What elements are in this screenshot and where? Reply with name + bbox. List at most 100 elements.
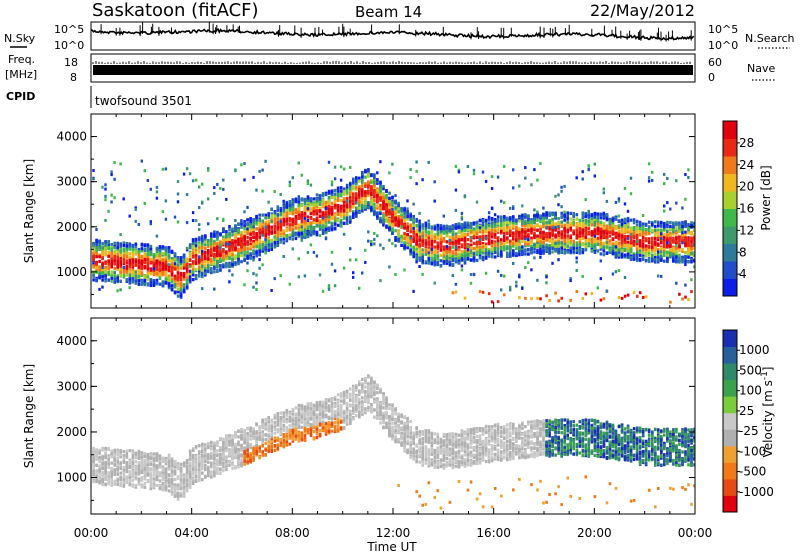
power-cell — [487, 229, 491, 233]
power-cell — [427, 223, 431, 227]
power-cell — [424, 227, 428, 231]
power-cell — [539, 224, 542, 228]
power-cell — [506, 226, 509, 230]
power-cell — [291, 202, 295, 206]
power-cell — [98, 271, 101, 275]
power-cell — [158, 261, 162, 265]
power-cell — [358, 179, 361, 183]
power-cell — [400, 225, 403, 229]
power-cell — [418, 211, 421, 215]
power-cell — [345, 210, 349, 214]
power-cell — [122, 254, 126, 258]
power-cell — [255, 234, 258, 239]
power-cell — [557, 239, 560, 243]
power-cell — [179, 276, 183, 280]
power-cell — [385, 219, 388, 223]
power-cell — [167, 282, 171, 286]
power-cell — [321, 216, 325, 220]
freq-band — [93, 65, 693, 75]
power-cell — [164, 167, 168, 171]
power-cell — [466, 248, 470, 252]
power-cell — [161, 167, 165, 171]
power-cell — [255, 231, 258, 236]
power-cell — [104, 218, 107, 222]
power-cell — [315, 218, 319, 222]
power-cell — [300, 235, 304, 239]
power-cell — [330, 193, 334, 197]
power-cell — [270, 220, 273, 224]
power-cell — [312, 201, 316, 205]
power-cell — [204, 238, 207, 242]
power-cell — [418, 235, 421, 239]
power-cell — [330, 180, 334, 184]
power-cell — [104, 194, 107, 198]
power-cell — [128, 277, 131, 281]
power-cell — [240, 239, 243, 243]
power-cell — [439, 259, 443, 263]
power-cell — [361, 175, 364, 179]
power-cell — [276, 213, 279, 217]
power-cell — [282, 199, 285, 203]
power-cell — [279, 233, 283, 237]
power-cell — [297, 213, 301, 217]
power-cell — [134, 208, 137, 211]
power-cell — [237, 254, 240, 258]
power-cell — [533, 228, 536, 232]
power-cell — [270, 227, 273, 232]
power-cell — [333, 220, 337, 224]
power-cell — [575, 260, 578, 264]
power-cell — [388, 207, 391, 211]
power-cell — [460, 250, 464, 254]
power-cell — [457, 256, 461, 260]
power-cell — [252, 250, 255, 254]
power-cell — [521, 224, 524, 228]
power-cell — [466, 249, 470, 253]
power-cell — [530, 218, 533, 222]
power-cell — [509, 251, 512, 255]
power-cell — [258, 249, 261, 253]
power-cell — [545, 221, 548, 225]
power-cell — [285, 205, 289, 209]
power-cell — [412, 219, 415, 222]
power-cell — [336, 212, 340, 216]
power-cell — [282, 241, 286, 245]
power-cell — [252, 242, 255, 246]
power-cell — [237, 222, 240, 226]
power-cell — [134, 249, 138, 254]
power-cell — [457, 168, 461, 172]
power-cell — [415, 254, 418, 258]
power-cell — [155, 190, 159, 194]
power-cell — [478, 226, 482, 230]
power-cell — [364, 184, 367, 188]
power-cell — [92, 257, 95, 262]
power-cell — [376, 171, 379, 175]
power-cell — [391, 220, 394, 224]
power-cell — [490, 232, 494, 236]
power-cell — [119, 249, 122, 253]
power-cell — [445, 227, 449, 231]
power-cell — [110, 279, 113, 283]
power-cell — [204, 260, 207, 264]
power-cell — [119, 242, 122, 246]
power-cell — [358, 176, 361, 180]
power-cell — [509, 245, 512, 249]
power-cell — [403, 219, 406, 223]
power-cell — [575, 176, 578, 180]
power-cell — [560, 224, 563, 229]
power-cell — [146, 254, 150, 258]
power-cell — [394, 229, 397, 233]
power-cell — [194, 237, 198, 241]
power-cell — [575, 269, 578, 272]
power-cell — [201, 274, 204, 279]
power-cell — [445, 261, 449, 265]
power-cell — [506, 240, 509, 244]
power-cell — [575, 256, 578, 260]
power-cell — [475, 224, 479, 228]
power-cell — [270, 231, 273, 235]
power-cell — [173, 285, 177, 289]
power-cell — [249, 245, 252, 249]
power-cell — [104, 268, 107, 272]
power-cell — [424, 239, 428, 243]
power-cell — [222, 187, 225, 191]
power-cell — [542, 221, 545, 225]
